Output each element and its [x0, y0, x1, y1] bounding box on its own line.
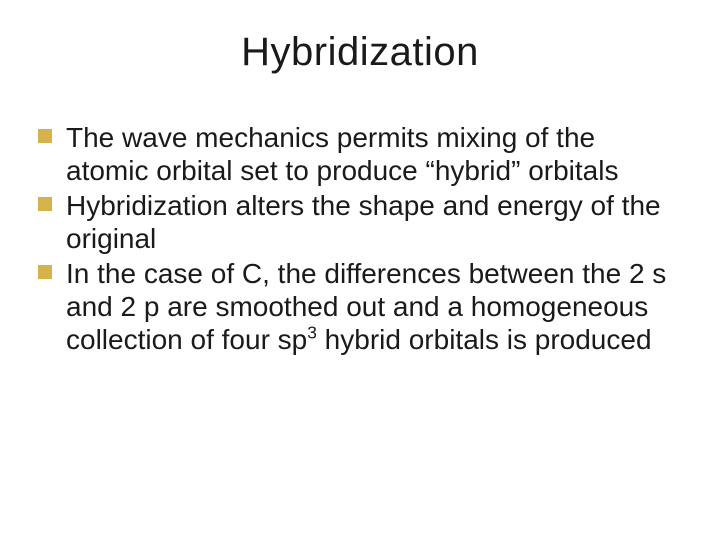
bullet-marker-icon [38, 129, 52, 143]
bullet-list: The wave mechanics permits mixing of the… [38, 121, 682, 356]
bullet-marker-icon [38, 197, 52, 211]
bullet-item: Hybridization alters the shape and energ… [38, 189, 682, 255]
bullet-marker-icon [38, 265, 52, 279]
bullet-text: In the case of C, the differences betwee… [66, 258, 666, 355]
superscript: 3 [307, 323, 317, 343]
slide-title: Hybridization [38, 30, 682, 75]
bullet-text: The wave mechanics permits mixing of the… [66, 122, 618, 186]
bullet-item: The wave mechanics permits mixing of the… [38, 121, 682, 187]
bullet-item: In the case of C, the differences betwee… [38, 257, 682, 356]
slide: Hybridization The wave mechanics permits… [0, 0, 720, 540]
bullet-text: Hybridization alters the shape and energ… [66, 190, 661, 254]
